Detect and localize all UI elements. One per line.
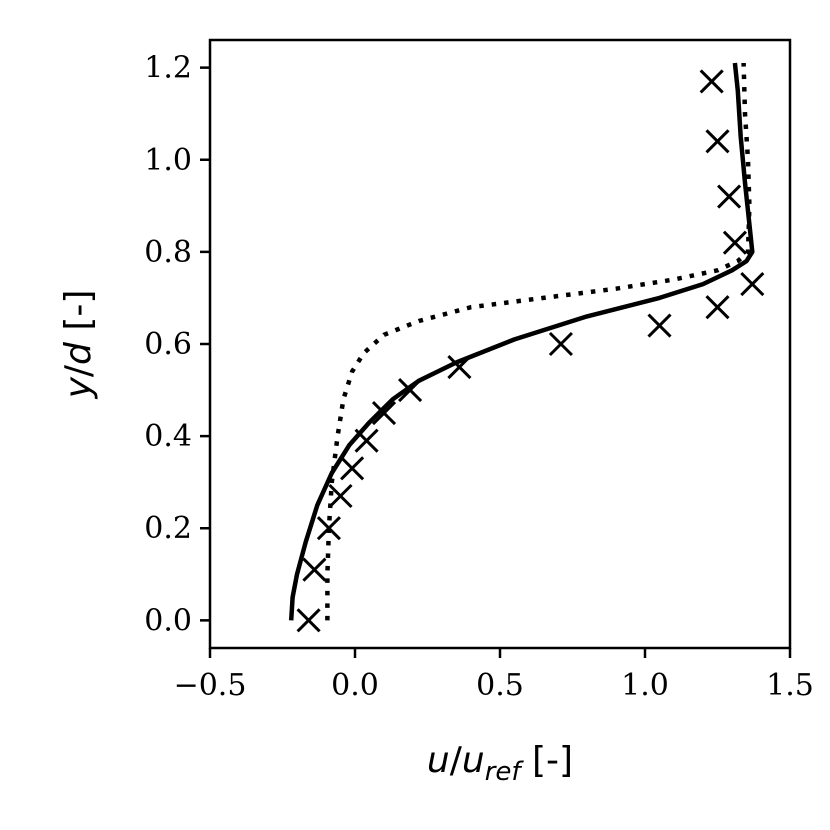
data-point-x	[722, 230, 747, 255]
y-tick-label: 1.2	[144, 51, 192, 86]
data-point-x	[647, 313, 672, 338]
series-layer	[288, 62, 765, 633]
data-point-x	[705, 295, 730, 320]
data-point-x	[699, 69, 724, 94]
y-tick-label: 0.2	[144, 511, 192, 546]
x-tick-label: −0.5	[174, 668, 247, 703]
x-tick-label: 1.0	[621, 668, 669, 703]
data-point-x	[371, 401, 397, 426]
x-axis-label: u/uref [-]	[427, 740, 573, 787]
data-point-x	[717, 184, 742, 209]
data-point-x	[548, 331, 573, 357]
data-point-x	[740, 272, 765, 297]
y-tick-label: 1.0	[144, 143, 192, 178]
y-tick-label: 0.8	[144, 235, 192, 270]
series-solid-line	[288, 62, 755, 621]
series-dotted-line	[325, 62, 752, 621]
data-point-x	[316, 516, 341, 541]
x-tick-label: 1.5	[766, 668, 814, 703]
y-axis-label: y/d [-]	[58, 290, 99, 400]
data-point-x	[328, 483, 353, 509]
y-tick-label: 0.0	[144, 603, 192, 638]
y-tick-label: 0.4	[144, 419, 192, 454]
x-tick-label: 0.0	[331, 668, 379, 703]
data-point-x	[398, 377, 423, 403]
data-point-x	[296, 608, 321, 633]
data-point-x	[705, 129, 730, 154]
data-point-x	[302, 557, 327, 582]
data-point-x	[447, 354, 472, 380]
ticks: −0.5 0.0 0.5 1.0 1.5 0.0 0.2 0.4 0.6 0.8 1.0 1.2	[144, 51, 814, 703]
x-tick-label: 0.5	[476, 668, 524, 703]
y-tick-label: 0.6	[144, 327, 192, 362]
data-point-x	[354, 428, 379, 453]
data-point-x	[340, 456, 365, 481]
